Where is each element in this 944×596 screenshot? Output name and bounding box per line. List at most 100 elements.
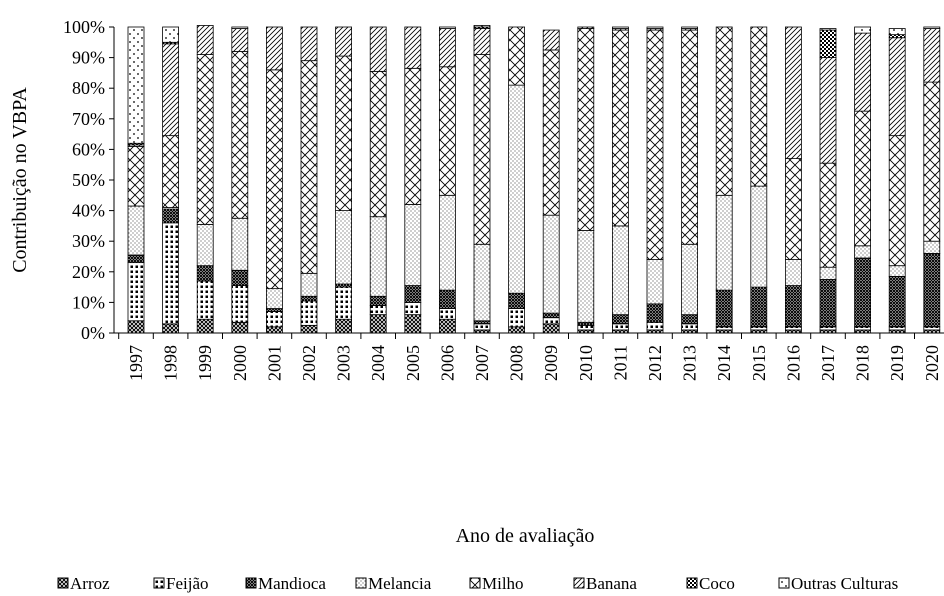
bar-segment-milho [750, 26, 768, 187]
bar-segment-melancia [231, 217, 249, 271]
x-tick-label: 1999 [195, 345, 215, 381]
bar-stack-2000 [231, 26, 249, 334]
legend-item-melancia: Melancia [355, 574, 432, 593]
bar-segment-melancia [819, 266, 837, 280]
x-axis-title: Ano de avaliação [456, 525, 595, 547]
bar-segment-banana [923, 28, 941, 83]
bar-segment-melancia [854, 245, 871, 259]
bar-segment-outras-culturas [473, 25, 491, 28]
x-tick-label: 2013 [680, 345, 700, 381]
bar-stack-2005 [404, 26, 422, 334]
x-tick-label: 2001 [264, 345, 284, 381]
bar-segment-banana [162, 43, 180, 137]
bar-segment-melancia [127, 205, 145, 256]
bar-segment-melancia [369, 216, 387, 297]
bar-segment-mandioca [923, 253, 941, 328]
bar-segment-outras-culturas [231, 26, 249, 29]
bar-segment-mandioca [612, 314, 629, 325]
bar-segment-milho [681, 29, 698, 245]
bar-stack-2015 [750, 26, 768, 334]
bar-segment-banana [819, 57, 837, 164]
legend-label: Mandioca [258, 574, 326, 593]
bar-stack-2009 [542, 29, 560, 334]
bar-stack-2007 [473, 25, 491, 334]
bar-segment-milho [542, 49, 560, 216]
bar-segment-banana [577, 26, 595, 29]
y-axis-title: Contribuição no VBPA [9, 87, 31, 273]
y-tick-label: 70% [72, 109, 105, 129]
bar-stack-2006 [438, 26, 456, 334]
bar-segment-melancia [888, 265, 906, 277]
bar-segment-mandioca [681, 314, 698, 325]
bar-segment-arroz [265, 326, 283, 334]
x-tick-label: 2009 [541, 345, 561, 381]
x-tick-label: 2017 [818, 345, 838, 381]
bar-segment-feijão [750, 326, 768, 331]
legend-item-mandioca: Mandioca [245, 574, 326, 593]
bar-segment-feijão [438, 308, 456, 320]
y-tick-label: 60% [72, 139, 105, 159]
bar-segment-feijão [300, 300, 318, 326]
bar-stack-2017 [819, 28, 837, 334]
bar-stack-2020 [923, 26, 941, 334]
x-tick-label: 2000 [230, 345, 250, 381]
bar-segment-banana [542, 29, 560, 51]
bar-stack-1998 [162, 26, 180, 334]
bar-segment-milho [508, 26, 526, 86]
legend-label: Melancia [368, 574, 432, 593]
legend-item-arroz: Arroz [57, 574, 110, 593]
legend-swatch [469, 577, 481, 589]
x-axis: 1997 1998 1999 2000 2001 2002 2003 2004 2005 2006… [114, 332, 944, 381]
bar-segment-feijão [508, 308, 526, 328]
bar-stack-2004 [369, 26, 387, 334]
bar-stack-2013 [681, 26, 698, 334]
bar-segment-mandioca [854, 257, 871, 328]
bar-segment-feijão [854, 326, 871, 331]
bar-segment-milho [473, 54, 491, 245]
legend-item-outras-culturas: Outras Culturas [778, 574, 898, 593]
bar-segment-melancia [681, 243, 698, 316]
legend-label: Coco [699, 574, 735, 593]
bar-segment-milho [404, 67, 422, 205]
bar-stack-2001 [265, 26, 283, 334]
bar-stack-2016 [785, 26, 802, 334]
bar-segment-mandioca [888, 275, 906, 328]
x-tick-label: 2015 [749, 345, 769, 381]
y-tick-label: 10% [72, 292, 105, 312]
bar-segment-outras-culturas [819, 28, 837, 31]
bar-segment-melancia [404, 204, 422, 286]
bar-segment-feijão [715, 326, 733, 331]
bar-segment-milho [265, 69, 283, 290]
x-tick-label: 2010 [576, 345, 596, 381]
bar-segment-melancia [438, 194, 456, 291]
bar-segment-melancia [508, 84, 526, 294]
bar-segment-mandioca [750, 286, 768, 328]
bar-segment-outras-culturas [438, 26, 456, 29]
y-tick-label: 40% [72, 201, 105, 221]
x-tick-label: 2006 [437, 345, 457, 381]
bar-segment-feijão [473, 323, 491, 331]
bar-segment-milho [923, 81, 941, 242]
y-tick-label: 90% [72, 48, 105, 68]
bar-segment-banana [231, 28, 249, 52]
bar-segment-milho [646, 29, 664, 260]
bar-segment-milho [196, 54, 214, 225]
bar-segment-feijão [196, 280, 214, 320]
x-tick-label: 2018 [853, 345, 873, 381]
bar-segment-melancia [335, 210, 353, 285]
bar-segment-mandioca [196, 265, 214, 282]
bar-segment-feijão [577, 324, 595, 331]
bar-segment-banana [196, 25, 214, 55]
bar-segment-mandioca [646, 303, 664, 323]
bar-segment-arroz [369, 314, 387, 334]
bar-segment-milho [231, 51, 249, 219]
bar-segment-mandioca [819, 279, 837, 328]
legend-swatch [355, 577, 367, 589]
bar-segment-melancia [542, 214, 560, 314]
bar-segment-feijão [785, 326, 802, 331]
bar-segment-banana [265, 26, 283, 71]
bar-segment-arroz [335, 318, 353, 334]
bar-segment-melancia [577, 230, 595, 323]
bar-segment-milho [819, 162, 837, 268]
